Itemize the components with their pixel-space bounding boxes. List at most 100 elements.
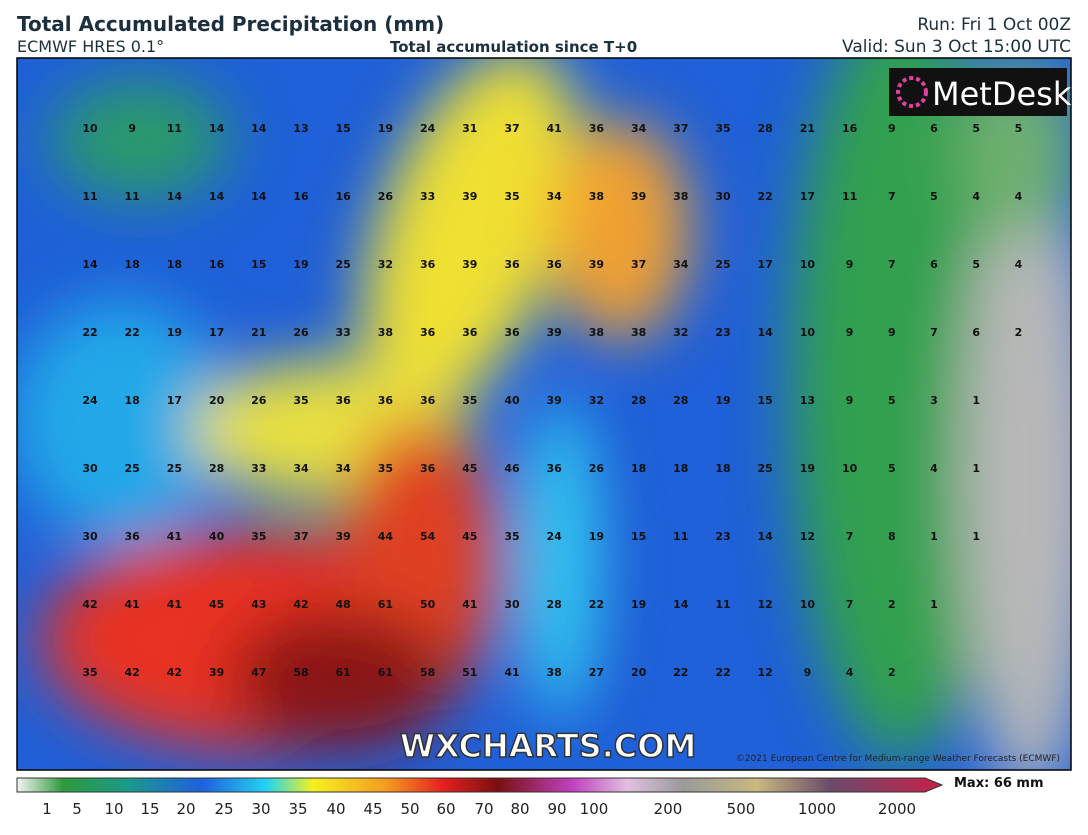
grid-value: 5 [972, 258, 980, 271]
grid-value: 51 [462, 666, 477, 679]
grid-value: 35 [82, 666, 97, 679]
grid-value: 34 [336, 462, 352, 475]
grid-value: 8 [888, 530, 896, 543]
grid-value: 5 [972, 122, 980, 135]
grid-value: 34 [631, 122, 647, 135]
grid-value: 47 [251, 666, 266, 679]
grid-value: 25 [715, 258, 730, 271]
grid-value: 16 [842, 122, 858, 135]
grid-value: 15 [758, 394, 773, 407]
subtitle: Total accumulation since T+0 [390, 38, 638, 56]
grid-value: 10 [800, 598, 816, 611]
colorbar-tick: 15 [140, 800, 159, 818]
colorbar-tick: 5 [72, 800, 82, 818]
grid-value: 33 [251, 462, 266, 475]
grid-value: 4 [1015, 258, 1023, 271]
grid-value: 37 [504, 122, 519, 135]
grid-value: 19 [715, 394, 730, 407]
grid-value: 1 [930, 598, 938, 611]
grid-value: 42 [125, 666, 140, 679]
grid-value: 5 [930, 190, 938, 203]
grid-value: 30 [504, 598, 520, 611]
grid-value: 14 [251, 122, 267, 135]
grid-value: 50 [420, 598, 436, 611]
grid-value: 5 [888, 462, 896, 475]
grid-value: 11 [715, 598, 730, 611]
grid-value: 19 [589, 530, 604, 543]
grid-value: 26 [378, 190, 394, 203]
grid-value: 42 [167, 666, 182, 679]
grid-value: 36 [336, 394, 352, 407]
grid-value: 22 [758, 190, 773, 203]
grid-value: 28 [673, 394, 688, 407]
grid-value: 24 [82, 394, 98, 407]
max-label: Max: 66 mm [954, 776, 1044, 791]
colorbar-tick: 25 [214, 800, 233, 818]
grid-value: 7 [888, 190, 896, 203]
grid-value: 22 [125, 326, 140, 339]
colorbar-tick: 45 [363, 800, 382, 818]
grid-value: 19 [631, 598, 646, 611]
grid-value: 11 [82, 190, 97, 203]
grid-value: 11 [673, 530, 688, 543]
grid-value: 2 [888, 666, 896, 679]
grid-value: 12 [800, 530, 815, 543]
grid-value: 7 [888, 258, 896, 271]
grid-value: 30 [82, 462, 98, 475]
grid-value: 36 [462, 326, 478, 339]
grid-value: 21 [800, 122, 815, 135]
grid-value: 38 [631, 326, 646, 339]
grid-value: 32 [378, 258, 393, 271]
grid-value: 33 [336, 326, 351, 339]
grid-value: 10 [800, 326, 816, 339]
grid-value: 10 [800, 258, 816, 271]
grid-value: 6 [930, 122, 938, 135]
grid-value: 36 [547, 462, 563, 475]
grid-value: 9 [846, 258, 854, 271]
grid-value: 54 [420, 530, 436, 543]
grid-value: 46 [504, 462, 520, 475]
grid-value: 18 [673, 462, 688, 475]
grid-value: 37 [631, 258, 646, 271]
grid-value: 25 [336, 258, 351, 271]
colorbar-tick: 2000 [878, 800, 916, 818]
colorbar-tick: 10 [104, 800, 123, 818]
colorbar-tick: 40 [326, 800, 345, 818]
grid-value: 4 [972, 190, 980, 203]
grid-value: 36 [420, 258, 436, 271]
grid-value: 18 [715, 462, 730, 475]
grid-value: 23 [715, 530, 730, 543]
grid-value: 36 [547, 258, 563, 271]
grid-value: 43 [251, 598, 266, 611]
grid-value: 15 [336, 122, 351, 135]
logo-box [889, 68, 1067, 116]
grid-value: 42 [82, 598, 97, 611]
logo-text: MetDesk [932, 75, 1072, 113]
grid-value: 38 [378, 326, 393, 339]
colorbar-tick: 35 [288, 800, 307, 818]
grid-value: 22 [82, 326, 97, 339]
grid-value: 19 [800, 462, 815, 475]
grid-value: 18 [631, 462, 646, 475]
grid-value: 1 [972, 462, 980, 475]
grid-value: 16 [336, 190, 352, 203]
grid-value: 35 [504, 530, 519, 543]
colorbar-tick: 500 [727, 800, 756, 818]
grid-value: 58 [293, 666, 308, 679]
grid-value: 45 [462, 530, 477, 543]
grid-value: 28 [758, 122, 773, 135]
grid-value: 39 [462, 258, 477, 271]
copyright: ©2021 European Centre for Medium-range W… [736, 754, 1060, 764]
grid-value: 22 [589, 598, 604, 611]
grid-value: 19 [378, 122, 393, 135]
grid-value: 38 [589, 326, 604, 339]
grid-value: 35 [251, 530, 266, 543]
grid-value: 39 [209, 666, 224, 679]
grid-value: 39 [462, 190, 477, 203]
grid-value: 6 [930, 258, 938, 271]
grid-value: 34 [673, 258, 689, 271]
grid-value: 30 [82, 530, 98, 543]
grid-value: 39 [631, 190, 646, 203]
watermark: WXCHARTS.COM [400, 727, 697, 765]
colorbar-tick: 1 [42, 800, 52, 818]
